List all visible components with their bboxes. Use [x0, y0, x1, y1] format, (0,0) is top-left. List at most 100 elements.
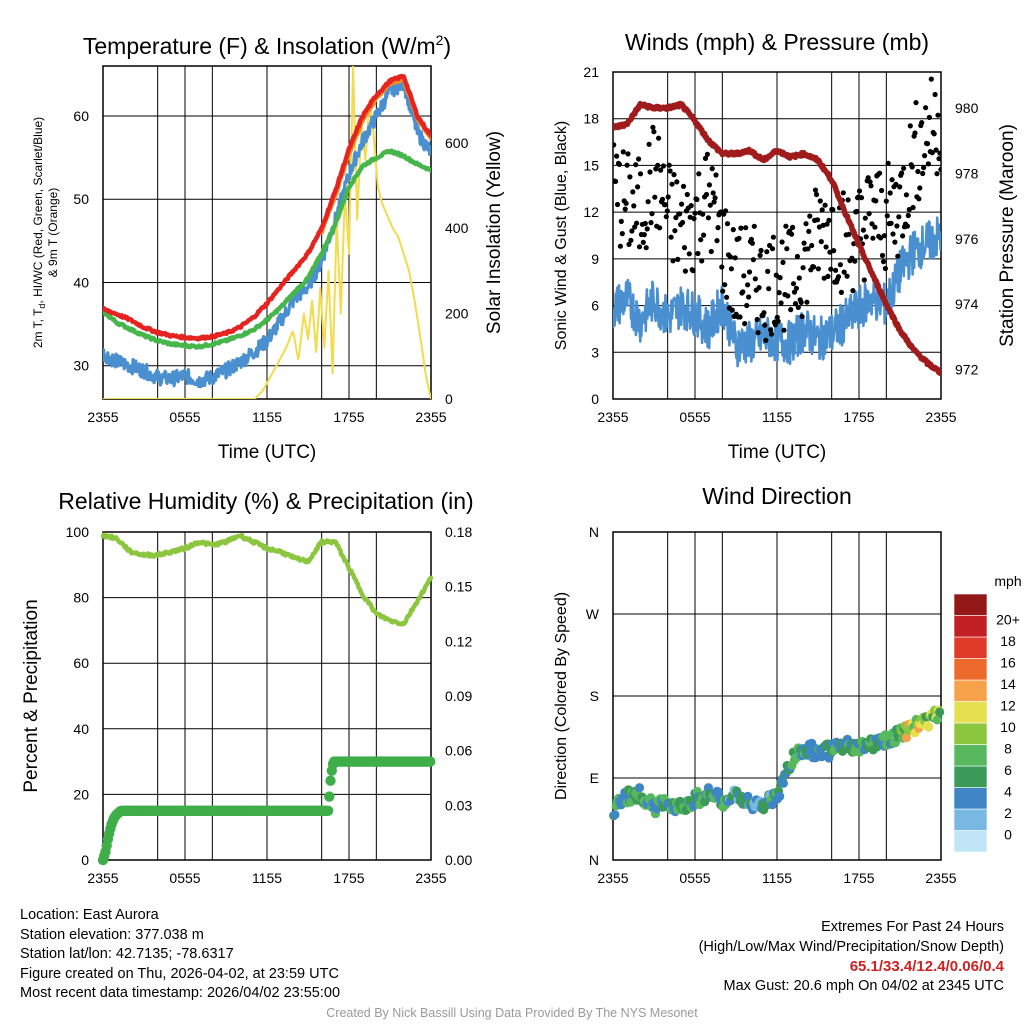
y-tick-label: 0	[81, 852, 89, 868]
gust-point	[755, 330, 761, 336]
y-tick-label: S	[590, 688, 599, 704]
gust-point	[672, 228, 678, 234]
gust-point	[684, 191, 690, 198]
gust-point	[788, 307, 794, 313]
gust-point	[633, 162, 639, 168]
gust-point	[919, 120, 925, 126]
legend-label: 0	[1004, 827, 1012, 843]
precip-point	[425, 756, 436, 767]
gust-point	[643, 245, 649, 251]
gust-point	[887, 190, 893, 196]
gust-point	[861, 277, 867, 283]
x-axis-label: Time (UTC)	[728, 442, 827, 463]
gust-point	[776, 290, 782, 296]
gust-point	[936, 156, 941, 162]
gust-point	[792, 301, 799, 307]
gust-point	[669, 181, 675, 187]
gust-point	[926, 114, 933, 120]
gust-point	[732, 255, 738, 261]
gust-point	[686, 251, 692, 257]
gust-point	[917, 185, 923, 191]
gust-point	[870, 235, 876, 241]
series-group	[103, 66, 431, 399]
direction-point	[935, 707, 945, 717]
y-tick-label: 50	[73, 191, 89, 207]
x-tick-label: 1755	[333, 409, 364, 425]
y2-tick-label: 200	[445, 306, 469, 322]
gust-point	[645, 199, 651, 205]
gust-point	[696, 171, 702, 177]
gust-point	[736, 235, 742, 241]
y-tick-label: 20	[73, 786, 89, 802]
gust-point	[706, 182, 713, 188]
gust-point	[890, 231, 896, 237]
gust-point	[841, 269, 847, 275]
gust-point	[869, 221, 875, 227]
gust-point	[862, 215, 868, 221]
gust-point	[935, 112, 941, 118]
gust-point	[933, 147, 939, 153]
gust-point	[613, 142, 617, 148]
gust-point	[738, 225, 744, 231]
x-tick-label: 2355	[597, 870, 628, 886]
gust-point	[662, 202, 668, 208]
gust-point	[743, 225, 749, 231]
gust-point	[924, 141, 931, 147]
gust-point	[649, 211, 655, 217]
gust-point	[806, 228, 812, 234]
gust-point	[893, 181, 899, 187]
gust-point	[878, 235, 884, 241]
gust-point	[880, 259, 887, 265]
gust-point	[667, 168, 673, 174]
gust-point	[894, 223, 900, 229]
gust-point	[624, 162, 630, 168]
gust-point	[665, 194, 671, 200]
gust-point	[850, 288, 856, 294]
y-axis-label-line2: & 9m T (Orange)	[46, 188, 60, 278]
y2-axis-label: Solar Insolation (Yellow)	[484, 131, 505, 334]
gust-point	[625, 151, 631, 157]
y2-tick-label: 400	[445, 220, 469, 236]
gust-point	[790, 224, 796, 230]
gust-point	[641, 232, 647, 238]
gust-point	[626, 241, 632, 247]
y-tick-label: N	[589, 852, 599, 868]
y-tick-label: 0	[591, 391, 599, 407]
gust-point	[711, 199, 717, 205]
gust-point	[698, 237, 704, 243]
gust-point	[677, 211, 683, 217]
chart-title: Winds (mph) & Pressure (mb)	[625, 29, 929, 55]
gust-point	[774, 314, 780, 320]
legend-label: 20+	[996, 612, 1020, 628]
gust-point	[758, 247, 764, 254]
y-tick-label: 100	[66, 524, 90, 540]
gust-point	[745, 282, 751, 288]
gust-point	[628, 237, 634, 243]
gust-point	[675, 256, 681, 262]
chart-title: Temperature (F) & Insolation (W/m2)	[83, 32, 451, 59]
gust-point	[817, 198, 823, 204]
gust-point	[651, 129, 657, 135]
chart-title: Wind Direction	[702, 483, 852, 509]
gust-point	[751, 223, 757, 229]
extremes-values: 65.1/33.4/12.4/0.06/0.4	[849, 958, 1004, 975]
gust-point	[627, 174, 633, 180]
gust-point	[742, 321, 748, 327]
gust-point	[761, 310, 767, 316]
gust-point	[705, 215, 712, 221]
y2-tick-label: 976	[955, 231, 979, 247]
gust-point	[921, 165, 927, 171]
dew-point-line	[103, 148, 431, 350]
gust-point	[858, 195, 865, 201]
gust-point	[818, 239, 824, 245]
gust-point	[709, 166, 715, 172]
gust-point	[724, 221, 731, 227]
gust-point	[666, 162, 672, 168]
gust-point	[928, 76, 934, 82]
gust-point	[710, 190, 716, 196]
y-tick-label: N	[589, 524, 599, 540]
precip-point	[325, 775, 336, 786]
gust-point	[913, 100, 919, 106]
y2-tick-label: 0.03	[445, 797, 472, 813]
gust-point	[877, 170, 883, 176]
